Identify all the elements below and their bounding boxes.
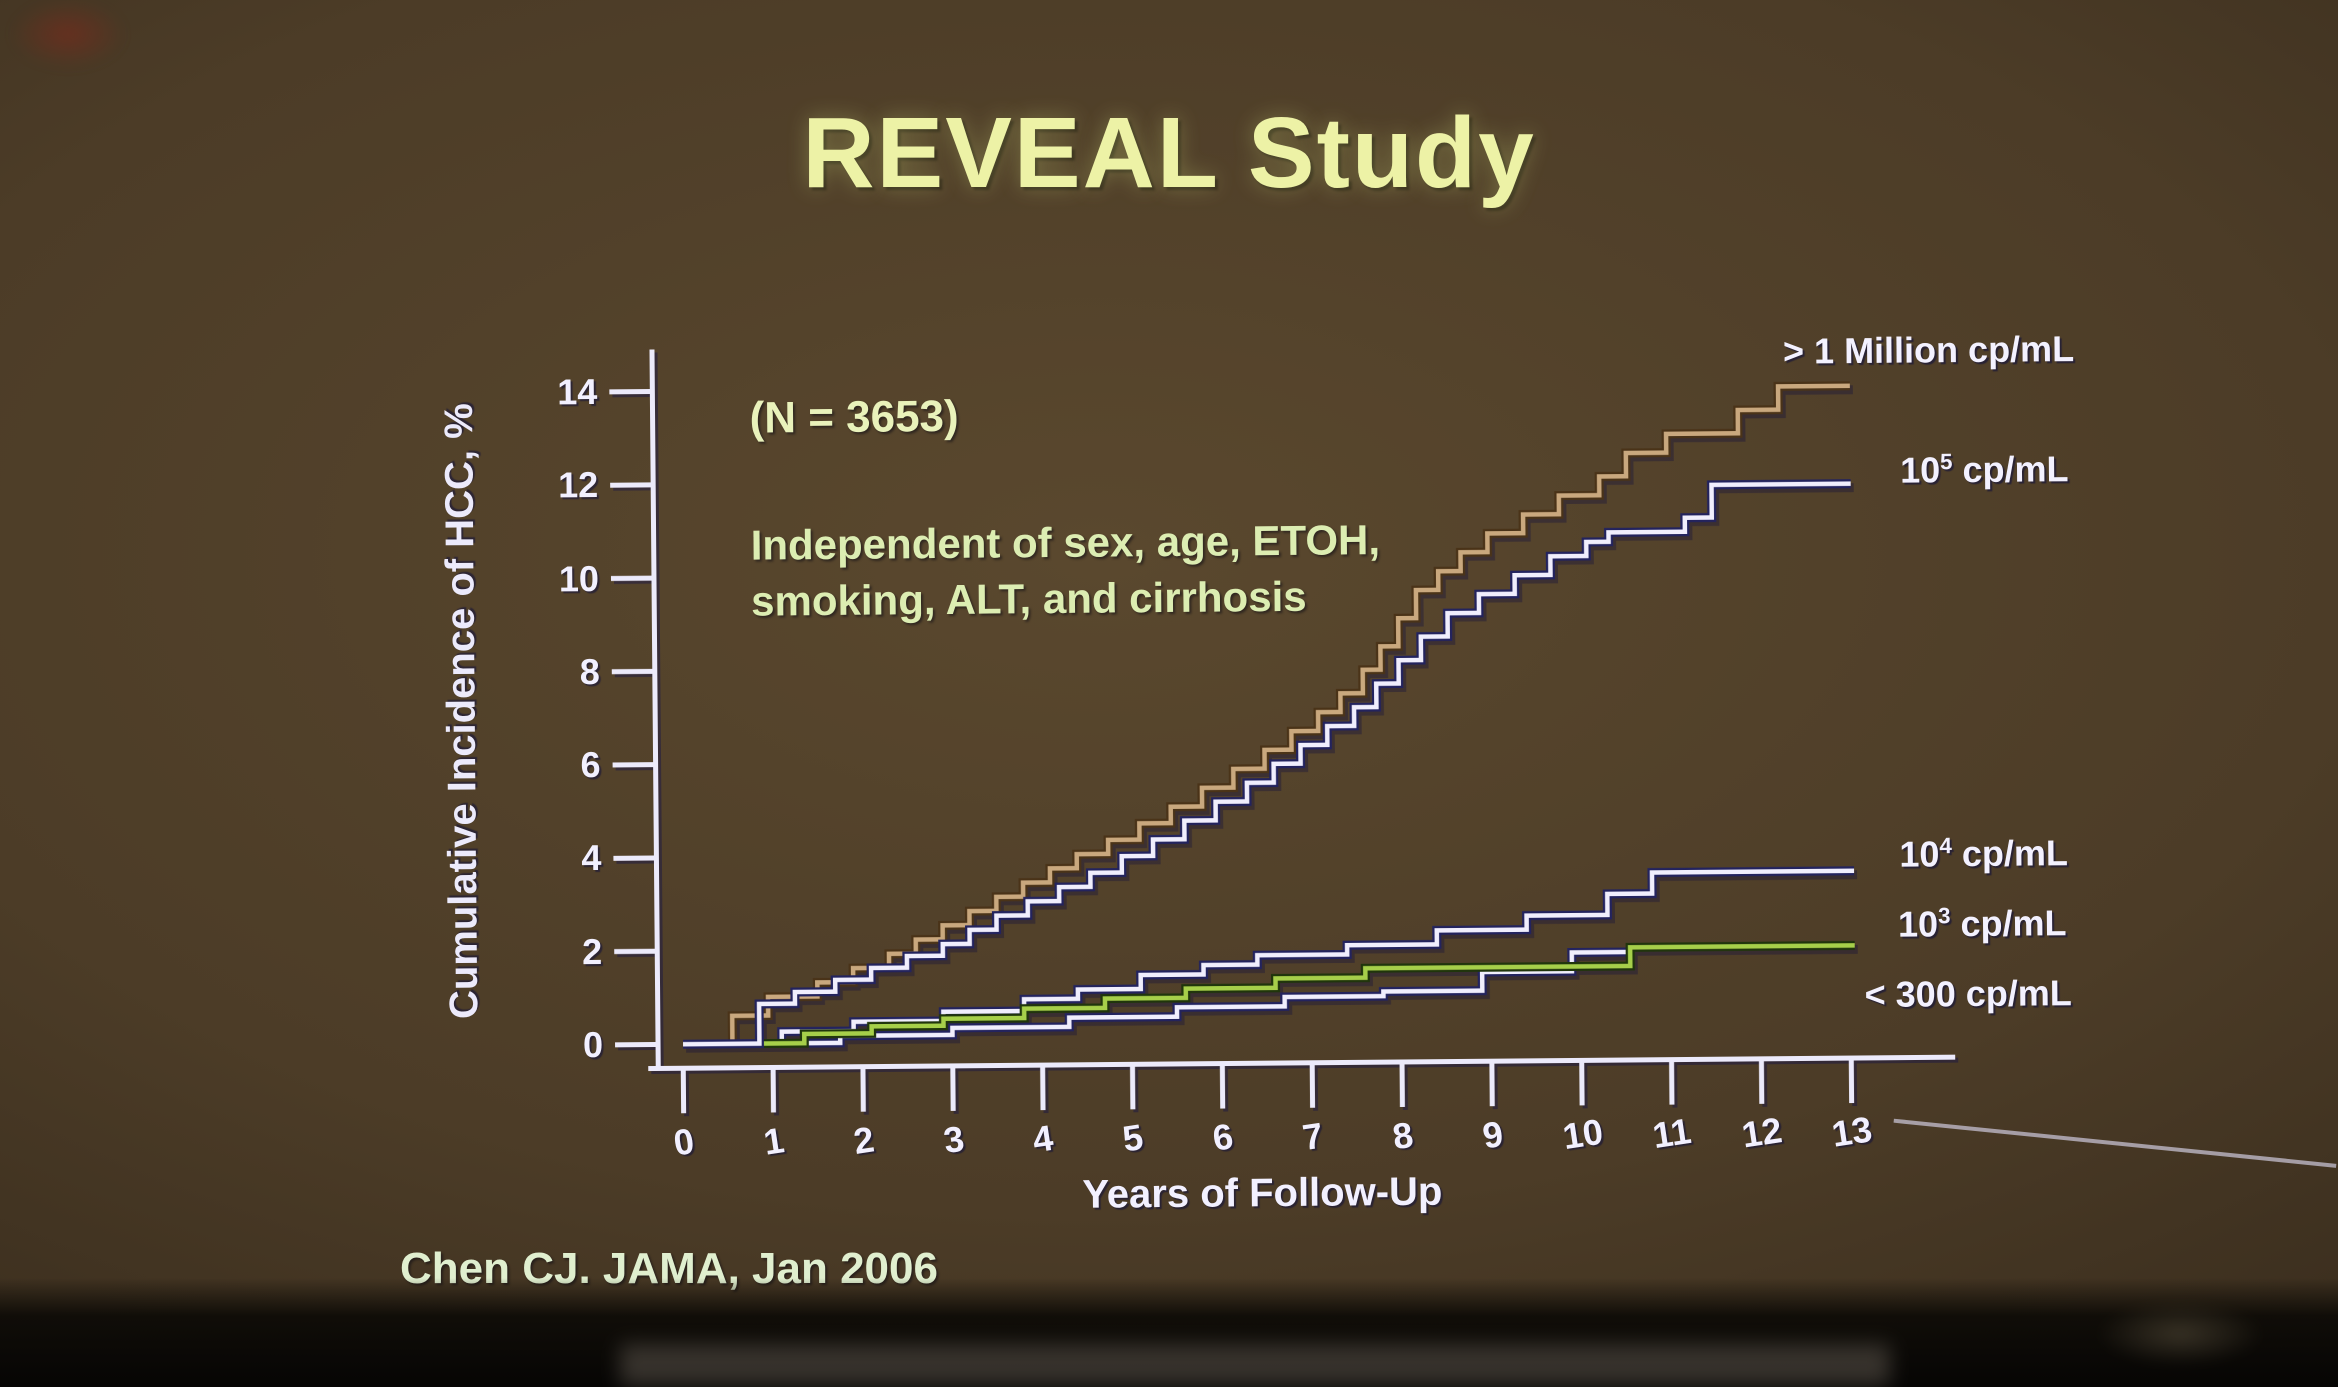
axes <box>609 349 1956 1114</box>
x-tick-label: 6 <box>1209 1115 1236 1159</box>
legend-label-10e4: 104 cp/mL <box>1899 832 2069 875</box>
x-tick-label: 11 <box>1650 1110 1694 1157</box>
y-axis-title: Cumulative Incidence of HCC, % <box>436 403 487 1020</box>
curve-outline-10-3-cp-ml <box>683 940 1855 1049</box>
y-tick-label: 10 <box>558 557 600 599</box>
x-tick-label: 7 <box>1299 1114 1326 1159</box>
independence-annotation: Independent of sex, age, ETOH, smoking, … <box>750 512 1380 629</box>
x-tick-label: 4 <box>1030 1116 1057 1161</box>
sample-size-annotation: (N = 3653) <box>749 391 959 443</box>
y-tick-label: 2 <box>582 930 603 972</box>
page-title: REVEAL Study <box>802 97 1536 209</box>
x-tick-label: 0 <box>670 1120 697 1164</box>
independence-annotation-line2: smoking, ALT, and cirrhosis <box>750 572 1307 625</box>
y-tick-label: 8 <box>579 650 600 693</box>
curve-10-3-cp-ml <box>683 943 1855 1047</box>
curves <box>683 381 1855 1049</box>
x-tick-label: 10 <box>1559 1110 1606 1158</box>
curve-10-4-cp-ml <box>683 868 1855 1047</box>
photo-screen-edge-line <box>1893 1118 2337 1168</box>
curve-outline-10-4-cp-ml <box>683 866 1855 1049</box>
x-tick-label: 3 <box>940 1117 967 1162</box>
x-axis-title: Years of Follow-Up <box>1082 1169 1443 1217</box>
x-tick-label: 1 <box>760 1119 787 1163</box>
y-tick-label: 14 <box>557 371 598 413</box>
x-tick-label: 8 <box>1389 1113 1416 1158</box>
x-tick-label: 12 <box>1739 1109 1785 1156</box>
x-tick-label: 13 <box>1828 1108 1875 1155</box>
y-tick-label: 6 <box>580 744 601 786</box>
legend-label-10e5: 105 cp/mL <box>1899 448 2069 491</box>
y-tick-label: 12 <box>557 464 599 506</box>
y-tick-label: 4 <box>581 837 602 879</box>
y-tick-label: 0 <box>582 1023 604 1066</box>
curve--300-cp-ml <box>683 949 1631 1047</box>
legend-label-lt-300: < 300 cp/mL <box>1864 972 2072 1015</box>
legend-label-10e3: 103 cp/mL <box>1897 902 2067 945</box>
x-tick-label: 2 <box>850 1118 877 1162</box>
x-tick-label: 9 <box>1479 1112 1506 1157</box>
legend-label-gt-1-million: > 1 Million cp/mL <box>1782 328 2075 372</box>
curve-10-5-cp-ml <box>683 481 1851 1047</box>
x-tick-label: 5 <box>1120 1116 1146 1160</box>
citation: Chen CJ. JAMA, Jan 2006 <box>400 1244 938 1293</box>
curve--1-million-cp-ml <box>683 383 1850 1047</box>
independence-annotation-line1: Independent of sex, age, ETOH, <box>750 516 1381 569</box>
